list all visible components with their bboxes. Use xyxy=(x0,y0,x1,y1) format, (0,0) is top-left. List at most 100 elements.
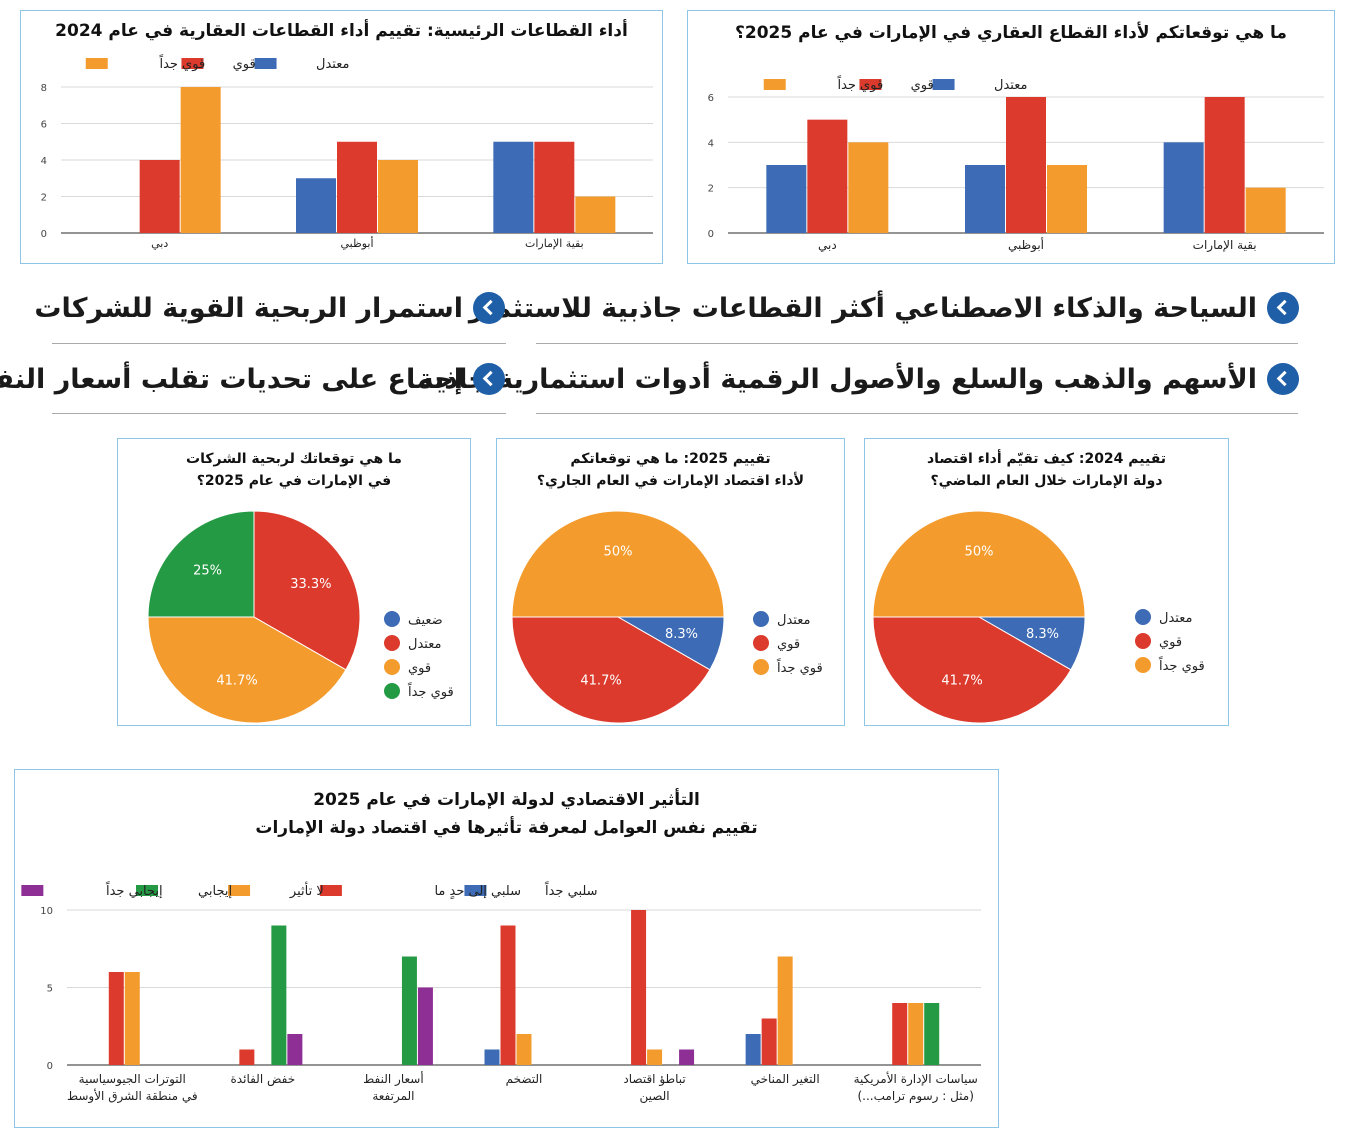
impact-2025-title-line1: التأثير الاقتصادي لدولة الإمارات في عام … xyxy=(313,790,700,810)
slice-label: 50% xyxy=(965,544,994,559)
legend-label: لا تأثير xyxy=(289,881,324,899)
x-tick-label: سياسات الإدارة الأمريكية xyxy=(854,1071,978,1087)
sectors-2024-chart: 0 2 4 6 8 دبي أبوظبي بقية الإمارات معتدل قوي قوي ج… xyxy=(41,54,653,250)
chevron-left-circle-icon xyxy=(1267,292,1299,324)
bar xyxy=(1047,165,1087,233)
pie-slice xyxy=(147,616,347,724)
legend-swatch xyxy=(85,58,108,69)
legend-dot xyxy=(753,635,769,651)
slice-label: 33.3% xyxy=(290,577,331,592)
headline-profitability: استمرار الربحية القوية للشركات xyxy=(34,292,505,324)
y-tick-label: 2 xyxy=(41,193,47,204)
pie-slice xyxy=(511,616,711,724)
chevron-left-circle-icon xyxy=(1267,363,1299,395)
bar xyxy=(516,1034,532,1065)
x-tick-label: المرتفعة xyxy=(372,1089,414,1104)
x-tick-label: بقية الإمارات xyxy=(1193,238,1257,253)
headline-divider xyxy=(52,413,506,414)
bar xyxy=(287,1034,303,1065)
headline-assets: الأسهم والذهب والسلع والأصول الرقمية أدو… xyxy=(418,363,1299,395)
bar xyxy=(848,142,889,233)
y-tick-label: 4 xyxy=(708,138,714,149)
y-tick-label: 6 xyxy=(708,93,714,104)
bar xyxy=(401,956,417,1065)
economy-2025-title-line1: تقييم 2025: ما هي توقعاتكم xyxy=(570,451,771,467)
legend-label: قوي xyxy=(1159,635,1182,650)
headline-divider xyxy=(536,343,1298,344)
bar xyxy=(296,178,336,233)
bar xyxy=(777,956,793,1065)
bar xyxy=(908,1003,924,1065)
bar xyxy=(745,1034,761,1065)
sectors-2024-panel: أداء القطاعات الرئيسية: تقييم أداء القطا… xyxy=(20,10,663,264)
bar xyxy=(924,1003,940,1065)
bar xyxy=(271,925,287,1065)
chevron-left-circle-icon xyxy=(473,292,505,324)
economy-2025-pie: 8.3% 41.7% 50% معتدل قوي قوي جداً xyxy=(511,510,823,724)
headline-oil: إجماع على تحديات تقلب أسعار النفط xyxy=(0,363,505,395)
legend-label: معتدل xyxy=(408,637,441,652)
headline-divider xyxy=(52,343,506,344)
bar xyxy=(631,910,647,1065)
legend-label: معتدل xyxy=(994,78,1027,93)
bar xyxy=(1204,97,1245,233)
headline-divider xyxy=(536,413,1298,414)
x-tick-label: التضخم xyxy=(506,1072,543,1086)
legend-swatch xyxy=(319,885,342,896)
bar xyxy=(493,141,534,233)
bar xyxy=(500,925,516,1065)
legend-label: معتدل xyxy=(1159,611,1192,626)
bar xyxy=(965,165,1005,233)
x-tick-label: خفض الفائدة xyxy=(231,1072,296,1087)
pie-slice xyxy=(872,510,1086,618)
sectors-2025-title: ما هي توقعاتكم لأداء القطاع العقاري في ا… xyxy=(735,23,1287,43)
impact-2025-panel: التأثير الاقتصادي لدولة الإمارات في عام … xyxy=(14,769,999,1128)
y-tick-label: 5 xyxy=(47,984,53,995)
legend-label: قوي xyxy=(777,637,800,652)
legend-label: قوي جداً xyxy=(408,682,454,700)
legend-label: إيجابي xyxy=(198,884,232,899)
pie-slice xyxy=(253,510,361,671)
x-tick-label: في منطقة الشرق الأوسط xyxy=(67,1088,198,1104)
bar xyxy=(108,972,124,1065)
x-tick-label: الصين xyxy=(639,1089,669,1104)
headline-text: السياحة والذكاء الاصطناعي أكثر القطاعات … xyxy=(468,292,1257,324)
sectors-2024-title: أداء القطاعات الرئيسية: تقييم أداء القطا… xyxy=(55,21,628,41)
y-tick-label: 0 xyxy=(41,229,47,240)
y-tick-label: 0 xyxy=(47,1061,53,1072)
economy-2024-panel: تقييم 2024: كيف تقيّم أداء اقتصاد دولة ا… xyxy=(864,438,1229,726)
headline-text: إجماع على تحديات تقلب أسعار النفط xyxy=(0,363,463,395)
bar xyxy=(1006,97,1046,233)
bar xyxy=(766,165,807,233)
bar xyxy=(807,119,848,233)
profit-2025-panel: ما هي توقعاتك لربحية الشركات في الإمارات… xyxy=(117,438,471,726)
legend-dot xyxy=(384,659,400,675)
bar xyxy=(761,1018,777,1065)
legend-dot xyxy=(1135,657,1151,673)
bar xyxy=(124,972,140,1065)
legend-label: معتدل xyxy=(316,57,349,72)
economy-2025-title-line2: لأداء اقتصاد الإمارات في العام الجاري؟ xyxy=(536,473,805,489)
slice-label: 8.3% xyxy=(665,627,698,642)
bar xyxy=(534,141,575,233)
slice-label: 50% xyxy=(604,544,633,559)
legend-swatch xyxy=(228,885,251,896)
legend-swatch xyxy=(136,885,158,896)
legend-dot xyxy=(384,611,400,627)
x-tick-label: أبوظبي xyxy=(340,236,373,250)
legend-swatch xyxy=(932,79,955,90)
legend-label: قوي جداً xyxy=(159,54,205,72)
pie-slice xyxy=(872,616,1072,724)
legend-swatch xyxy=(464,885,487,896)
bar xyxy=(1245,187,1286,233)
impact-2025-title-line2: تقييم نفس العوامل لمعرفة تأثيرها في اقتص… xyxy=(255,818,758,838)
legend-label: قوي جداً xyxy=(777,658,823,676)
legend-label: سلبي إلى حدٍ ما xyxy=(434,884,521,900)
profit-2025-title-line2: في الإمارات في عام 2025؟ xyxy=(196,473,392,489)
bar xyxy=(892,1003,908,1065)
legend-dot xyxy=(1135,633,1151,649)
bar xyxy=(337,141,377,233)
legend-label: قوي xyxy=(911,78,934,93)
bar xyxy=(647,1049,663,1065)
bar xyxy=(484,1049,500,1065)
